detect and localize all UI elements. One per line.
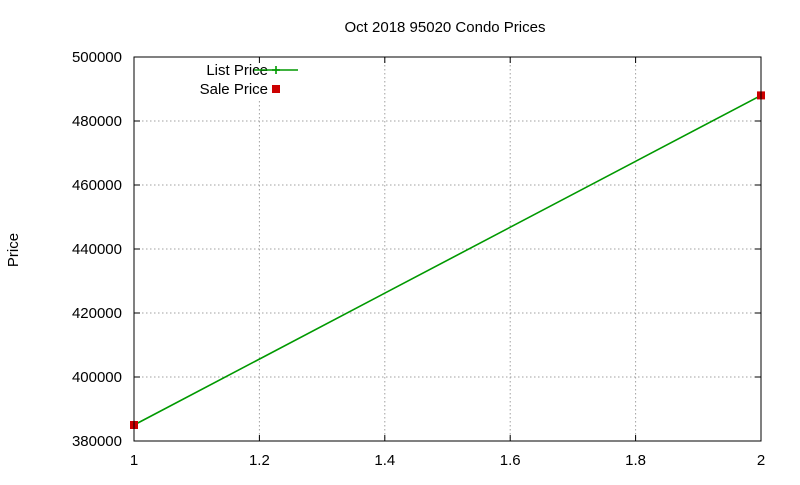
legend: List Price Sale Price [200,62,298,98]
y-tick-label: 440000 [72,241,122,258]
x-tick-label: 1.2 [249,452,270,469]
y-tick-label: 400000 [72,369,122,386]
x-tick-label: 1.4 [374,452,395,469]
x-tick-label: 1 [130,452,138,469]
legend-item: List Price [206,62,298,79]
y-tick-label: 480000 [72,113,122,130]
legend-label: List Price [206,62,268,79]
legend-square-sample [272,85,280,93]
series-marks [130,91,765,429]
series-line-list-price [133,94,762,426]
legend-label: Sale Price [200,81,268,98]
chart-title: Oct 2018 95020 Condo Prices [345,19,546,36]
grid-lines [134,57,761,441]
x-tick-label: 2 [757,452,765,469]
x-tick-label: 1.8 [625,452,646,469]
y-tick-label: 500000 [72,49,122,66]
y-tick-label: 460000 [72,177,122,194]
legend-background [150,58,310,100]
axis-ticks: 1 1.2 1.4 1.6 1.8 2 380000 400000 420000 440000 46… [72,49,765,469]
x-tick-label: 1.6 [500,452,521,469]
y-axis-label: Price [5,233,22,267]
y-tick-label: 420000 [72,305,122,322]
legend-item: Sale Price [200,81,280,98]
y-tick-label: 380000 [72,433,122,450]
